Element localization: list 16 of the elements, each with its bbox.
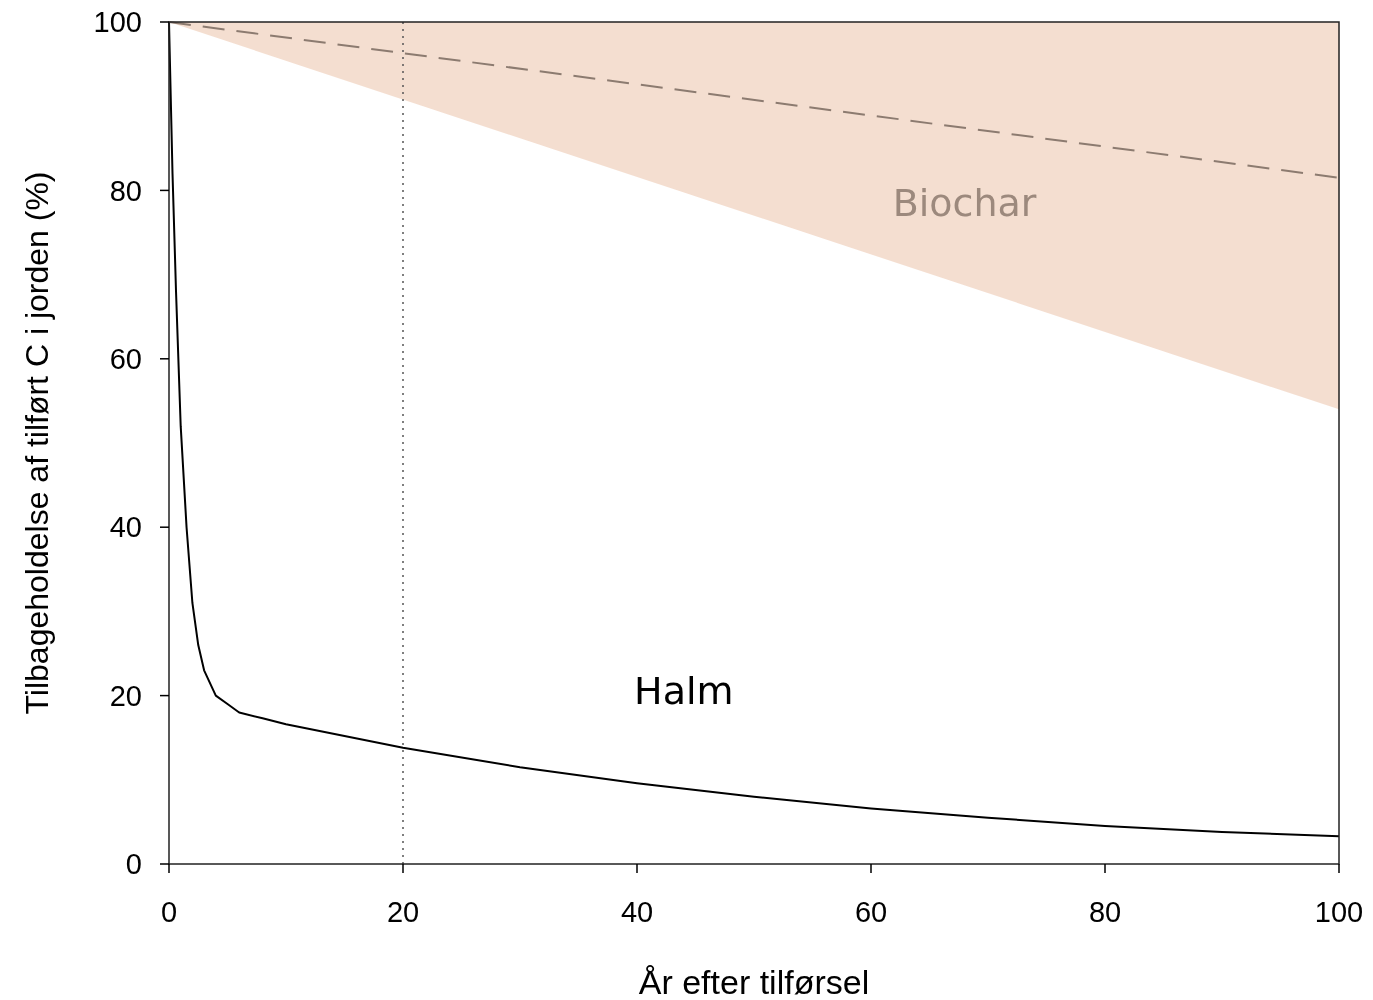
x-tick-label: 0	[160, 896, 178, 928]
y-tick-label: 80	[109, 174, 142, 207]
x-tick-label: 100	[1314, 896, 1364, 928]
y-tick-label: 100	[93, 6, 142, 39]
x-tick-label: 40	[620, 896, 654, 928]
x-axis-title: År efter tilførsel	[638, 963, 870, 1000]
series-label: Biochar	[892, 180, 1037, 225]
series-label: Halm	[634, 669, 734, 714]
y-tick-label: 0	[125, 848, 142, 881]
x-tick-label: 60	[854, 896, 888, 928]
y-tick-label: 60	[109, 342, 142, 375]
y-axis-title: Tilbageholdelse af tilført C i jorden (%)	[19, 171, 55, 715]
x-tick-label: 20	[386, 896, 420, 928]
y-tick-label: 20	[109, 679, 142, 712]
y-tick-label: 40	[109, 511, 142, 544]
x-tick-label: 80	[1088, 896, 1122, 928]
